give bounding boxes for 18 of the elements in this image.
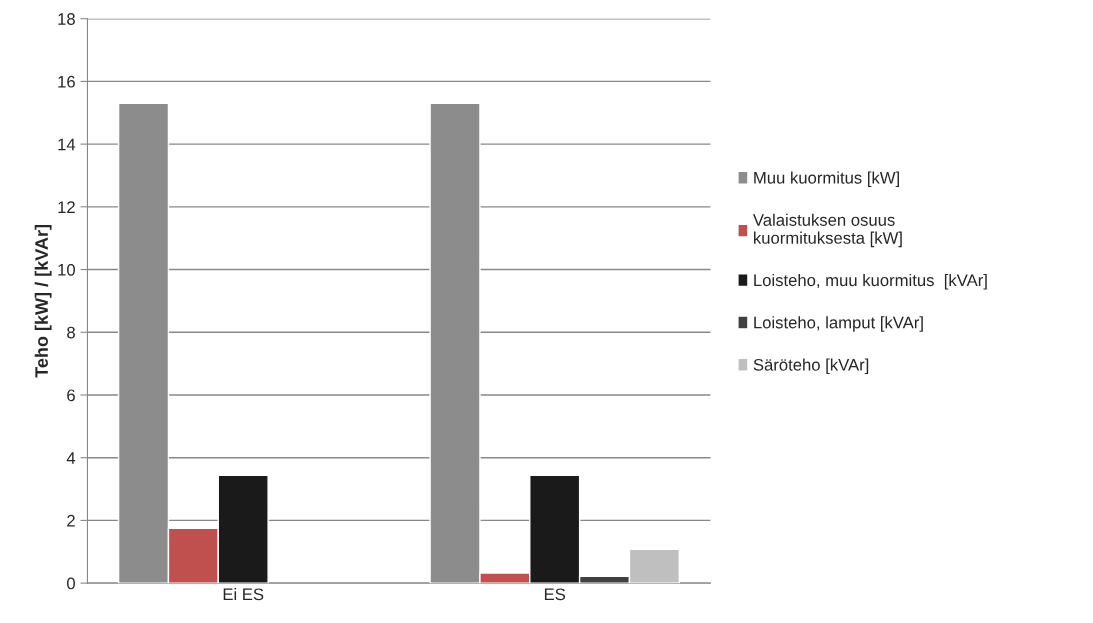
y-tick-label: 14	[58, 138, 76, 151]
y-tick-label: 10	[58, 263, 75, 276]
legend-label: Valaistuksen osuus kuormituksesta [kW]	[752, 213, 902, 248]
y-tick-label: 4	[66, 452, 76, 464]
x-tick-label: Ei ES	[223, 587, 264, 601]
x-tick-label: ES	[544, 588, 566, 601]
y-tick-label: 12	[58, 201, 75, 213]
y-tick-label: 2	[67, 514, 75, 527]
y-tick-label: 0	[67, 577, 75, 590]
legend-label: Säröteho [kVAr]	[753, 358, 869, 375]
legend-label: Loisteho, muu kuormitus [kVAr]	[754, 273, 987, 290]
y-axis-title: Teho [kW] / [kVAr]	[34, 225, 52, 378]
legend-label: Muu kuormitus [kW]	[754, 171, 899, 187]
y-tick-label: 6	[67, 389, 75, 402]
y-tick-label: 18	[58, 13, 75, 25]
y-tick-label: 8	[67, 326, 75, 339]
y-tick-label: 16	[58, 75, 75, 88]
legend-label: Loisteho, lamput [kVAr]	[754, 316, 923, 332]
